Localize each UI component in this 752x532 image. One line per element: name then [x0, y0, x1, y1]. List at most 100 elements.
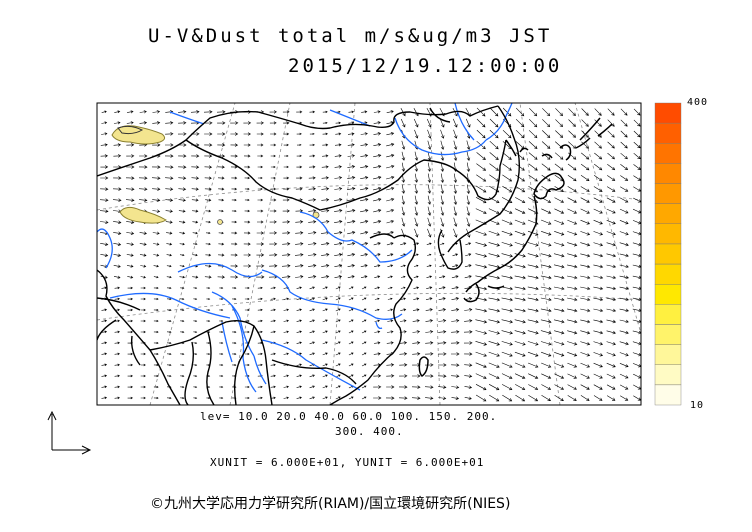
wind-arrow	[164, 154, 174, 158]
wind-arrow	[219, 386, 224, 389]
wind-arrow	[309, 286, 315, 290]
wind-arrow	[140, 308, 146, 312]
wind-arrow	[633, 152, 641, 160]
wind-arrow	[440, 162, 445, 172]
wind-arrow	[400, 118, 406, 128]
wind-arrow	[514, 330, 526, 335]
wind-vector-field	[99, 107, 641, 402]
wind-arrow	[401, 140, 406, 150]
wind-arrow	[374, 264, 381, 268]
wind-arrow	[399, 319, 407, 323]
wind-arrow	[334, 154, 342, 158]
wind-arrow	[256, 132, 264, 136]
wind-arrow	[232, 363, 237, 367]
wind-arrow	[283, 176, 290, 180]
wind-arrow	[348, 308, 354, 312]
wind-arrow	[361, 341, 367, 345]
wind-arrow	[568, 152, 577, 160]
wind-arrow	[528, 152, 538, 160]
wind-arrow	[153, 308, 159, 312]
wind-arrow	[567, 264, 578, 269]
wind-arrow	[217, 132, 226, 136]
wind-arrow	[270, 176, 276, 180]
wind-arrow	[453, 228, 458, 238]
wind-arrow	[567, 253, 578, 258]
wind-arrow	[360, 264, 368, 268]
wind-arrow	[501, 197, 513, 204]
wind-arrow	[139, 231, 147, 235]
wind-arrow	[451, 352, 460, 356]
wind-arrow	[580, 186, 590, 192]
wind-arrow	[153, 352, 159, 356]
wind-arrow	[296, 154, 302, 158]
wind-arrow	[554, 395, 564, 402]
wind-arrow	[464, 319, 473, 323]
wind-arrow	[322, 308, 328, 312]
wind-arrow	[178, 121, 187, 125]
wind-arrow	[177, 132, 187, 136]
wind-arrow	[619, 197, 629, 203]
wind-arrow	[451, 308, 460, 312]
wind-arrow	[257, 286, 263, 290]
wind-arrow	[541, 130, 551, 138]
wind-arrow	[360, 253, 368, 257]
wind-arrow	[257, 165, 263, 169]
wind-arrow	[541, 141, 551, 149]
wind-arrow	[440, 184, 445, 194]
chart-timestamp: 2015/12/19.12:00:00	[288, 55, 563, 77]
wind-arrow	[451, 319, 460, 323]
wind-arrow	[580, 319, 591, 324]
wind-arrow	[347, 275, 355, 279]
wind-arrow	[427, 228, 432, 238]
wind-arrow	[243, 121, 252, 125]
wind-arrow	[361, 374, 367, 378]
wind-arrow	[322, 319, 328, 323]
wind-arrow	[488, 308, 501, 313]
wind-arrow	[567, 208, 578, 214]
wind-arrow	[438, 308, 447, 312]
wind-arrow	[296, 363, 302, 367]
wind-arrow	[204, 132, 213, 136]
wind-arrow	[334, 220, 343, 224]
wind-arrow	[501, 219, 513, 225]
wind-arrow	[527, 286, 539, 291]
wind-arrow	[164, 165, 174, 169]
wind-arrow	[502, 107, 512, 117]
wind-arrow	[528, 373, 539, 379]
wind-arrow	[540, 341, 552, 346]
wind-arrow	[514, 373, 526, 379]
wind-arrow	[166, 286, 172, 290]
wind-arrow	[514, 264, 526, 269]
wind-arrow	[283, 330, 289, 334]
wind-arrow	[501, 286, 513, 291]
wind-arrow	[153, 297, 159, 301]
wind-arrow	[567, 242, 578, 247]
wind-arrow	[440, 129, 445, 139]
wind-arrow	[581, 152, 590, 160]
wind-arrow	[139, 110, 147, 114]
wind-arrow	[205, 220, 211, 224]
wind-arrow	[191, 198, 199, 202]
wind-arrow	[515, 152, 525, 160]
wind-arrow	[514, 351, 526, 357]
wind-arrow	[527, 253, 539, 258]
wind-arrow	[619, 275, 629, 280]
wind-arrow	[633, 130, 641, 138]
wind-arrow	[476, 174, 487, 182]
map-background	[97, 103, 641, 405]
wind-arrow	[465, 118, 471, 128]
wind-arrow	[322, 286, 328, 290]
wind-arrow	[347, 219, 356, 224]
wind-arrow	[335, 297, 341, 301]
wind-arrow	[127, 396, 133, 400]
wind-arrow	[309, 352, 315, 356]
wind-arrow	[114, 352, 120, 356]
wind-arrow	[114, 110, 121, 114]
colorbar-swatch	[654, 223, 682, 245]
wind-arrow	[191, 176, 200, 180]
wind-arrow	[593, 175, 603, 182]
wind-arrow	[580, 208, 590, 214]
wind-arrow	[606, 208, 616, 214]
wind-arrow	[414, 228, 419, 238]
